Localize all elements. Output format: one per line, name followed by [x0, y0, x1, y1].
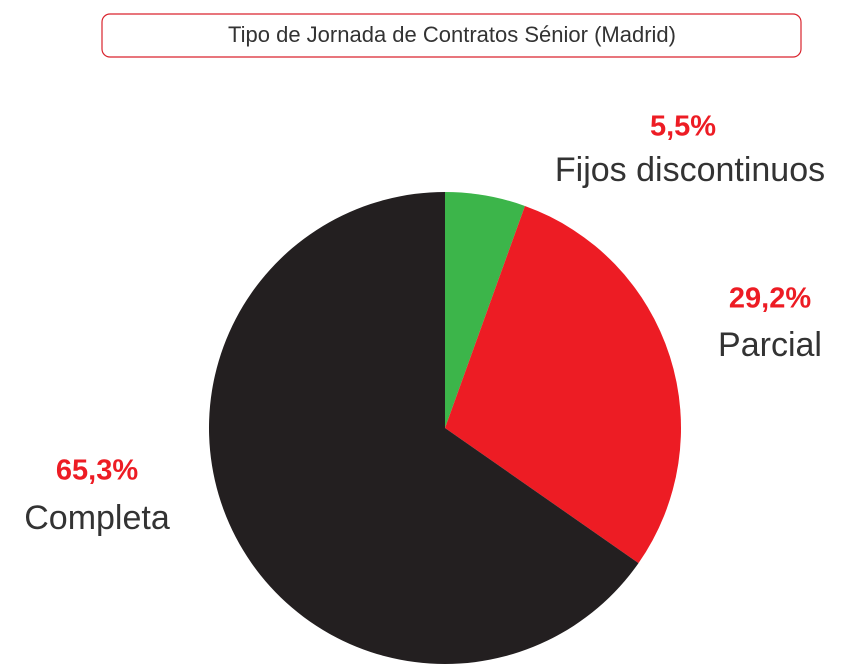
pie-slice [445, 192, 525, 428]
category-label: Completa [24, 499, 170, 537]
pie-slice [209, 192, 639, 665]
value-label: 65,3% [56, 455, 138, 487]
category-label: Parcial [718, 326, 822, 364]
title-box [101, 13, 802, 58]
value-label: 5,5% [650, 111, 716, 143]
pie-slice [445, 205, 682, 564]
value-label: 29,2% [729, 283, 811, 315]
chart-title: Tipo de Jornada de Contratos Sénior (Mad… [228, 22, 676, 47]
category-label: Fijos discontinuos [555, 151, 825, 189]
